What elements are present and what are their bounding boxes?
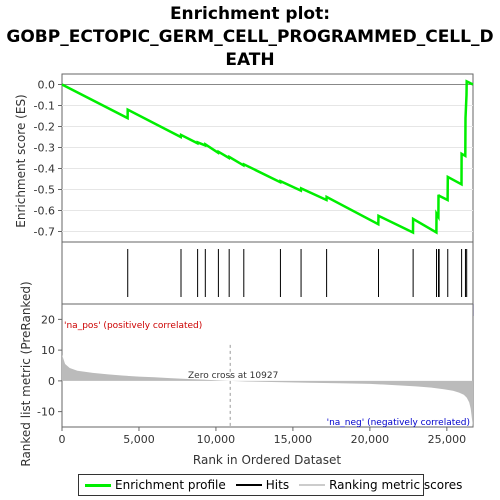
es-y-tick-label: -0.4 [34, 163, 55, 176]
ranked-y-tick-label: 20 [41, 313, 55, 326]
legend-label-enrichment-profile: Enrichment profile [115, 478, 226, 492]
ranked-y-axis-label: Ranked list metric (PreRanked) [19, 281, 33, 466]
hits-panel [62, 242, 473, 304]
legend-label-hits: Hits [266, 478, 289, 492]
legend-swatch-hits [236, 484, 262, 486]
x-tick-label: 10,000 [197, 433, 236, 446]
title-line-3: EATH [225, 50, 274, 70]
es-y-ticks: 0.0 -0.1 -0.2 -0.3 -0.4 -0.5 -0.6 -0.7 [34, 79, 62, 239]
es-y-tick-label: -0.1 [34, 100, 55, 113]
legend: Enrichment profile Hits Ranking metric s… [78, 474, 424, 496]
ranked-y-tick-label: 10 [41, 344, 55, 357]
es-y-axis-label: Enrichment score (ES) [14, 94, 28, 227]
x-tick-label: 0 [59, 433, 66, 446]
x-tick-label: 5,000 [123, 433, 155, 446]
neg-correlated-label: 'na_neg' (negatively correlated) [327, 418, 470, 428]
title-line-2: GOBP_ECTOPIC_GERM_CELL_PROGRAMMED_CELL_D [6, 27, 493, 47]
legend-swatch-ranking-metric [299, 484, 325, 486]
ranked-x-ticks: 0 5,000 10,000 15,000 20,000 25,000 [59, 427, 467, 446]
x-tick-label: 15,000 [274, 433, 313, 446]
zero-cross-label: Zero cross at 10927 [188, 371, 278, 381]
legend-label-ranking-metric: Ranking metric scores [329, 478, 462, 492]
ranked-y-ticks: 20 10 0 -10 [37, 313, 62, 418]
es-panel: 0.0 -0.1 -0.2 -0.3 -0.4 -0.5 -0.6 -0.7 Enrichme… [14, 74, 473, 242]
legend-item-enrichment-profile: Enrichment profile [85, 478, 226, 492]
x-tick-label: 25,000 [428, 433, 467, 446]
legend-item-ranking-metric: Ranking metric scores [299, 478, 462, 492]
es-y-tick-label: -0.6 [34, 205, 55, 218]
legend-swatch-enrichment-profile [85, 484, 111, 487]
x-axis-label: Rank in Ordered Dataset [193, 453, 341, 467]
es-y-tick-label: -0.3 [34, 142, 55, 155]
pos-correlated-label: 'na_pos' (positively correlated) [64, 321, 202, 331]
title-line-1: Enrichment plot: [170, 4, 330, 24]
legend-item-hits: Hits [236, 478, 289, 492]
hits-panel-frame [62, 242, 473, 304]
ranked-y-tick-label: -10 [37, 406, 55, 419]
es-y-tick-label: 0.0 [38, 79, 56, 92]
es-y-tick-label: -0.5 [34, 184, 55, 197]
x-tick-label: 20,000 [351, 433, 390, 446]
es-panel-frame [62, 74, 473, 242]
es-y-tick-label: -0.7 [34, 226, 55, 239]
es-y-tick-label: -0.2 [34, 121, 55, 134]
ranked-y-tick-label: 0 [48, 375, 55, 388]
